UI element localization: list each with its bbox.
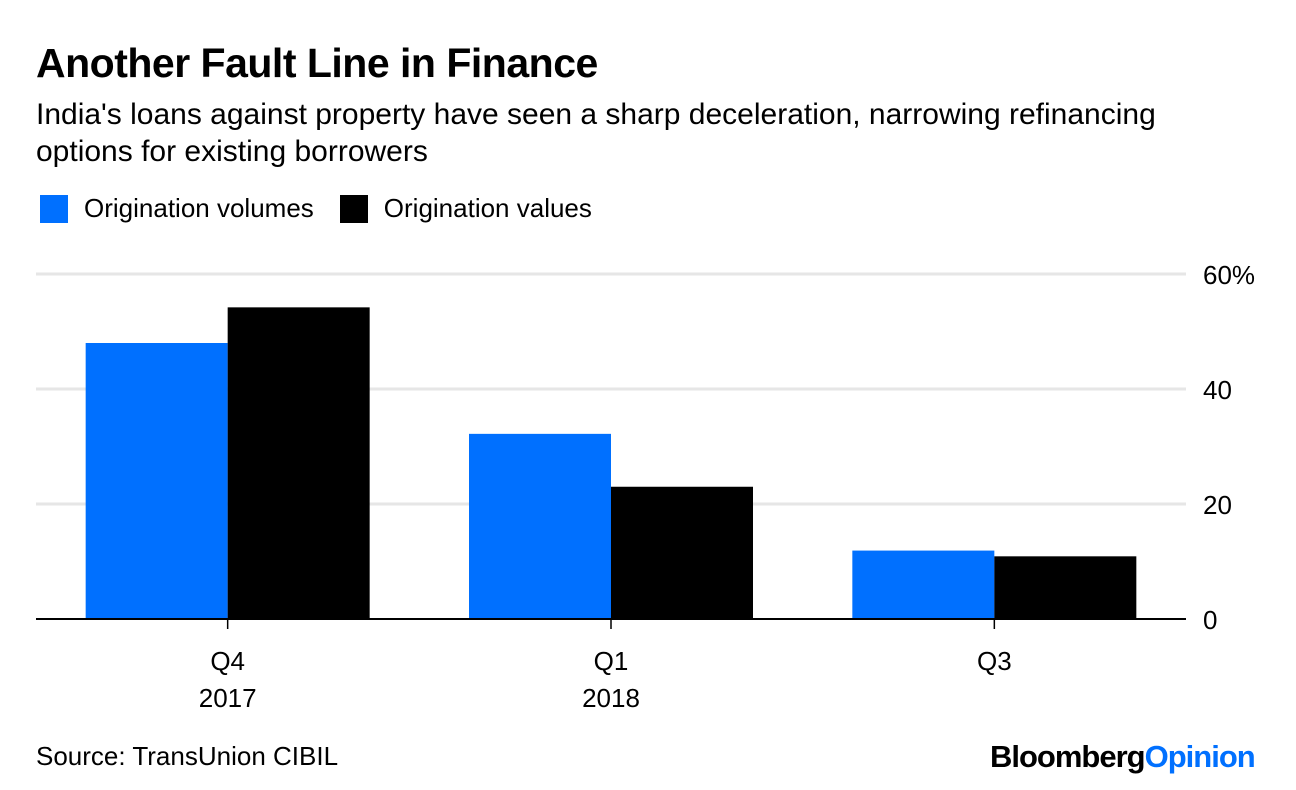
bar-values <box>227 307 370 619</box>
x-tick-year-label: 2017 <box>199 683 257 713</box>
legend-label-volumes: Origination volumes <box>84 193 314 223</box>
bar-volumes <box>852 550 995 619</box>
y-tick-label: 0 <box>1203 605 1217 635</box>
legend-swatch-volumes <box>40 194 68 223</box>
legend: Origination volumes Origination values <box>40 193 618 224</box>
x-tick-label: Q3 <box>977 646 1012 676</box>
chart-title: Another Fault Line in Finance <box>36 40 598 86</box>
x-tick-label: Q1 <box>594 646 629 676</box>
bar-volumes <box>469 433 611 619</box>
legend-item-volumes: Origination volumes <box>40 193 314 224</box>
brand-secondary: Opinion <box>1144 739 1256 774</box>
y-tick-label: 60% <box>1203 260 1255 290</box>
bar-values <box>994 556 1137 619</box>
y-tick-label: 20 <box>1203 490 1232 520</box>
source-note: Source: TransUnion CIBIL <box>36 741 339 771</box>
bar-volumes <box>85 343 228 619</box>
legend-label-values: Origination values <box>383 193 592 223</box>
legend-swatch-values <box>339 194 368 223</box>
legend-item-values: Origination values <box>339 193 592 224</box>
bar-values <box>611 486 753 619</box>
y-tick-label: 40 <box>1203 375 1232 405</box>
brand-logo: BloombergOpinion <box>990 739 1256 775</box>
brand-primary: Bloomberg <box>990 739 1146 774</box>
x-tick-year-label: 2018 <box>582 683 640 713</box>
chart-subtitle: India's loans against property have seen… <box>36 98 1156 168</box>
x-tick-label: Q4 <box>210 646 245 676</box>
